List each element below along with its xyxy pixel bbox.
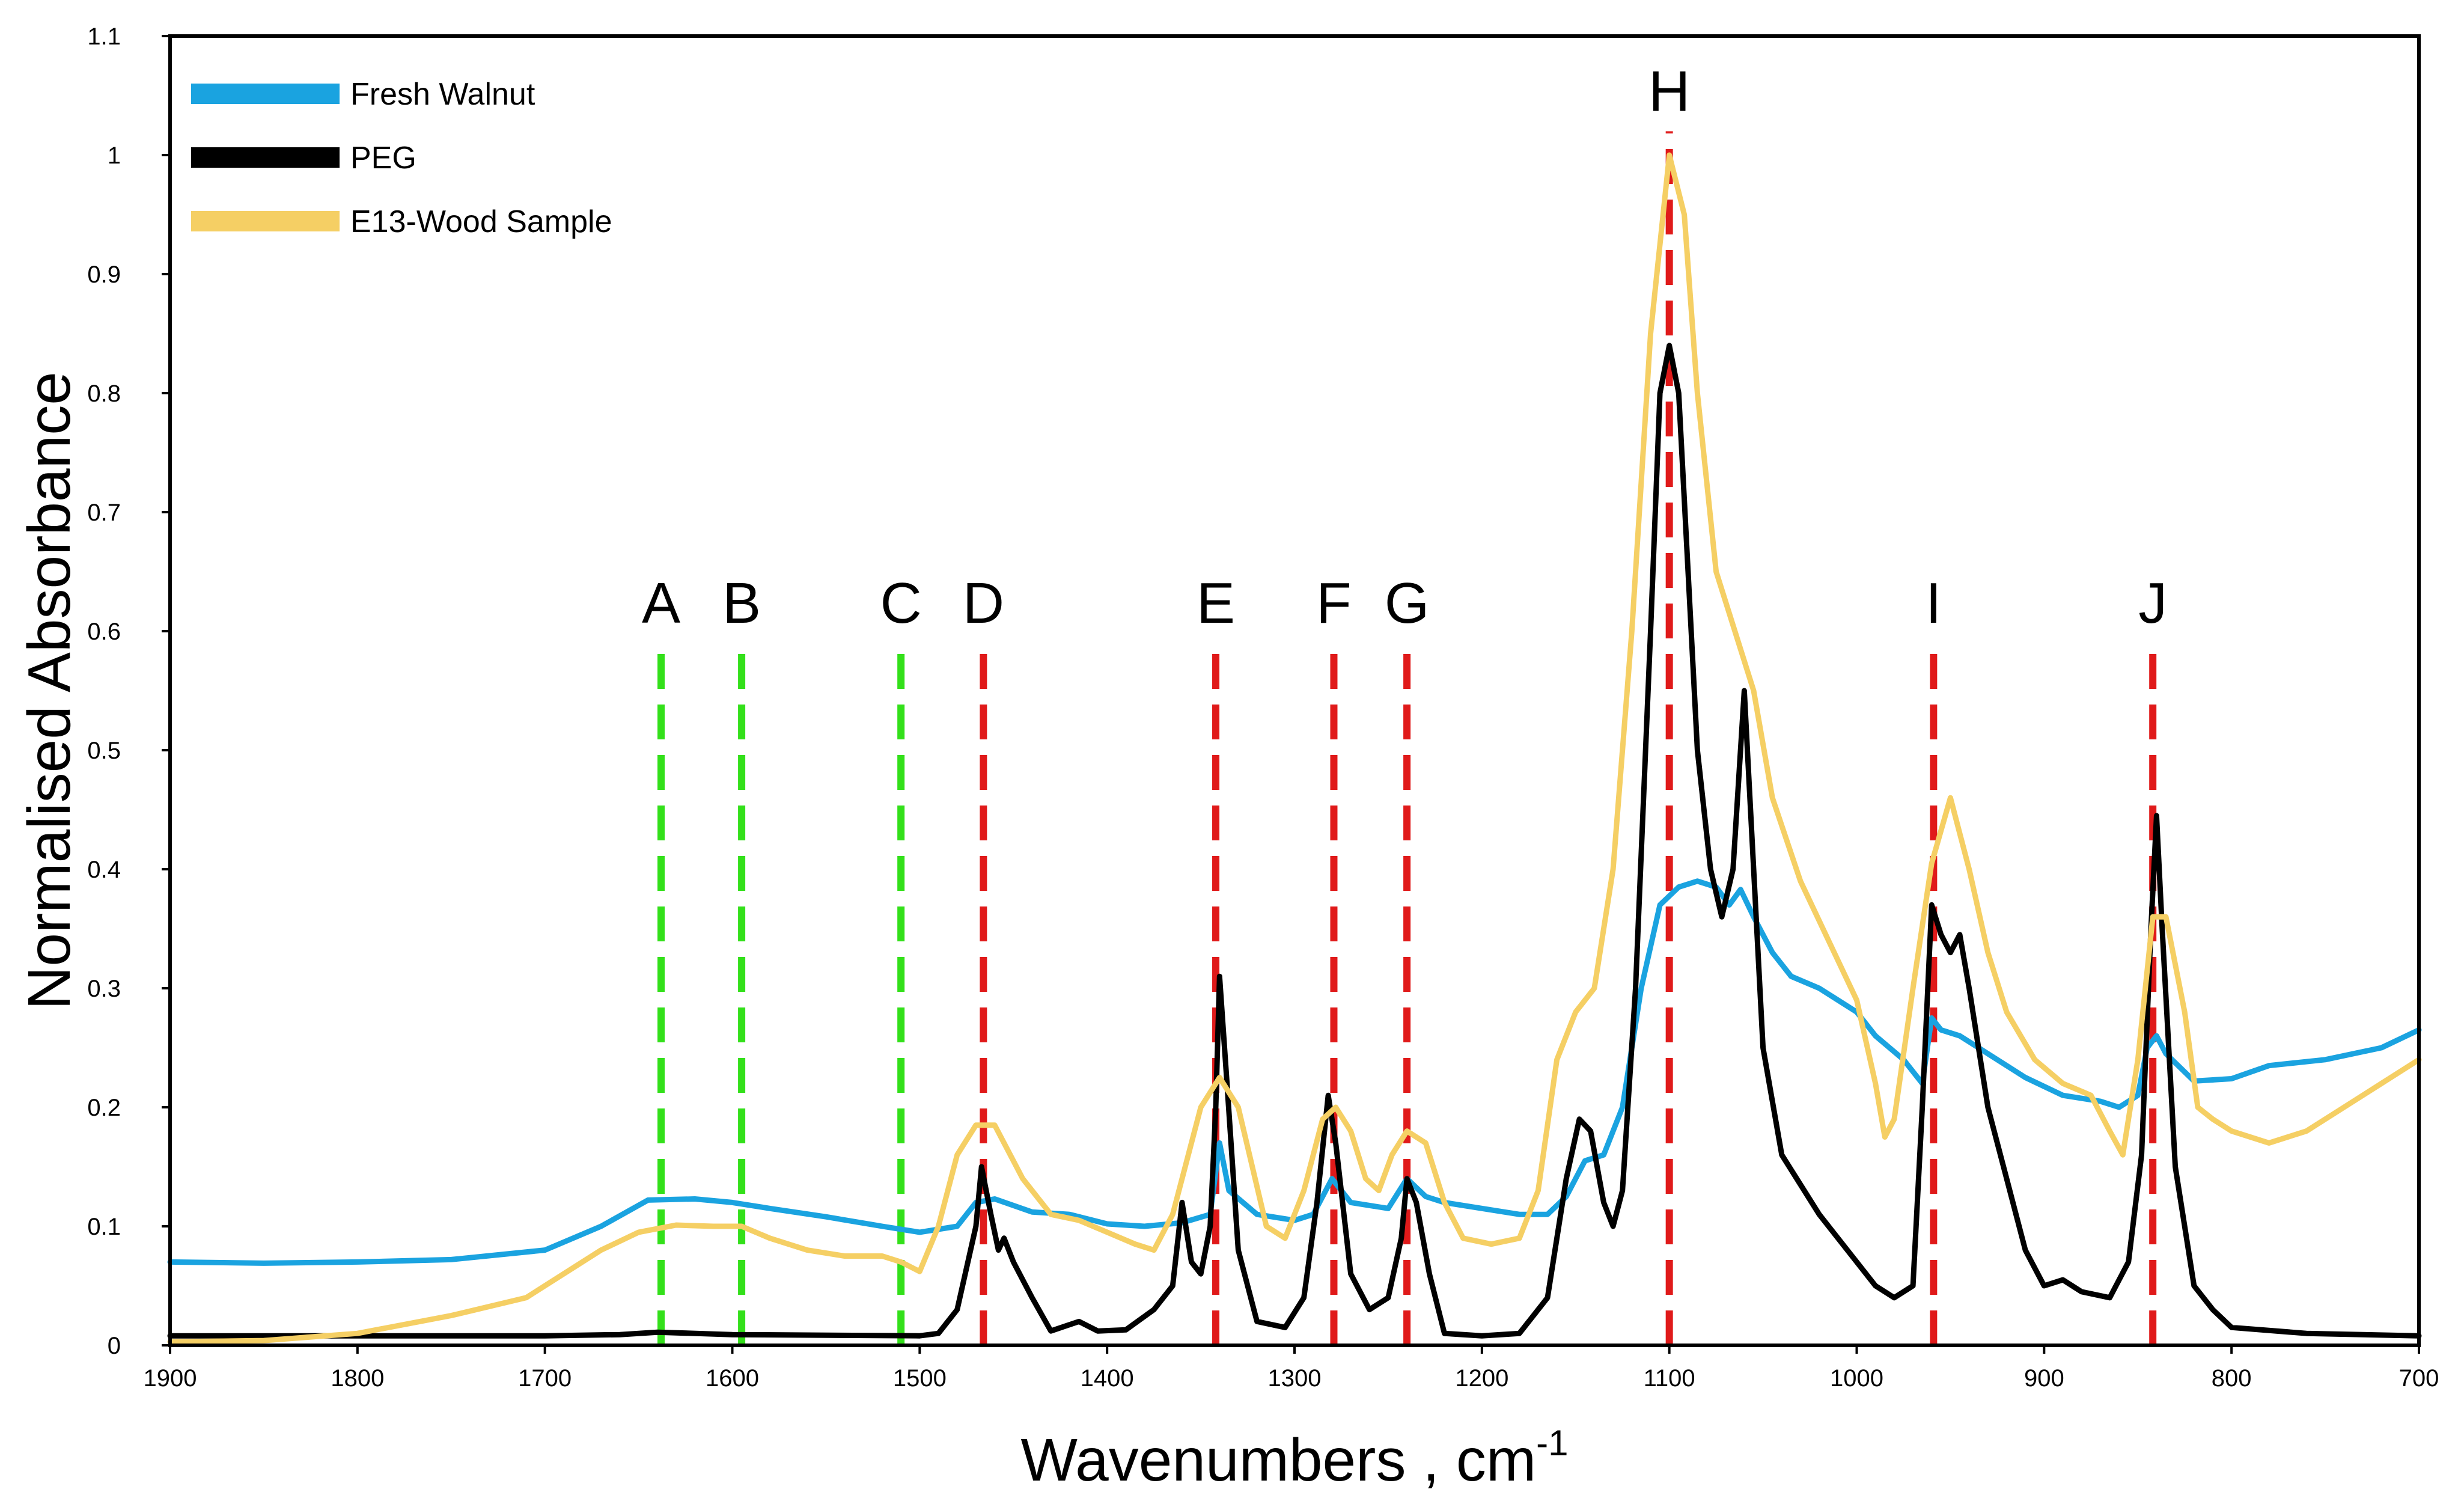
x-tick-label: 800 (2212, 1365, 2252, 1392)
y-tick-label: 0.6 (87, 619, 121, 645)
x-tick-label: 1300 (1268, 1365, 1322, 1392)
peak-label-e: E (1197, 571, 1235, 635)
y-tick-label: 1.1 (87, 23, 121, 50)
legend-label-peg: PEG (350, 141, 416, 176)
peak-label-b: B (722, 571, 761, 635)
peak-label-g: G (1385, 571, 1430, 635)
y-tick-label: 0.9 (87, 261, 121, 288)
legend: Fresh Walnut PEG E13-Wood Sample (191, 77, 612, 239)
x-tick-label: 1700 (518, 1365, 572, 1392)
peak-label-h: H (1648, 59, 1690, 123)
x-tick-label: 1400 (1081, 1365, 1134, 1392)
y-tick-label: 0.1 (87, 1214, 121, 1240)
y-tick-label: 0.7 (87, 500, 121, 526)
x-axis-title: Wavenumbers , cm-1 (1021, 1423, 1569, 1494)
ticks-layer: 1900 1800 1700 1600 1500 1400 1300 1200 1100 1000… (87, 23, 2439, 1392)
peak-label-i: I (1926, 571, 1942, 635)
x-tick-label: 1000 (1830, 1365, 1883, 1392)
x-axis-title-text: Wavenumbers , cm (1021, 1426, 1537, 1494)
x-tick-label: 1200 (1455, 1365, 1508, 1392)
x-tick-label: 1900 (144, 1365, 197, 1392)
y-tick-label: 0 (108, 1333, 121, 1359)
series-layer (167, 152, 2422, 1345)
peak-label-a: A (642, 571, 680, 635)
legend-label-fresh-walnut: Fresh Walnut (350, 77, 535, 112)
peak-label-j: J (2138, 571, 2167, 635)
y-tick-label: 0.5 (87, 738, 121, 764)
peak-label-d: D (963, 571, 1004, 635)
legend-label-e13-wood-sample: E13-Wood Sample (350, 204, 612, 239)
peak-label-c: C (880, 571, 921, 635)
x-tick-label: 1100 (1644, 1365, 1695, 1392)
reference-lines-layer (657, 131, 2157, 1345)
peak-labels-layer: A B C D E F G H I J (642, 59, 2167, 635)
peak-label-f: F (1316, 571, 1352, 635)
y-tick-label: 1 (108, 142, 121, 169)
x-tick-label: 1600 (706, 1365, 759, 1392)
series-line-peg (167, 343, 2422, 1339)
series-line-fresh-walnut (167, 878, 2422, 1266)
y-tick-label: 0.3 (87, 976, 121, 1002)
x-tick-label: 700 (2399, 1365, 2439, 1392)
y-tick-label: 0.2 (87, 1095, 121, 1121)
x-tick-label: 1500 (893, 1365, 947, 1392)
y-tick-label: 0.4 (87, 857, 121, 883)
x-tick-label: 900 (2024, 1365, 2064, 1392)
x-tick-label: 1800 (331, 1365, 384, 1392)
y-axis-title: Normalised Absorbance (16, 371, 83, 1010)
x-axis-title-superscript: -1 (1536, 1423, 1568, 1463)
series-line-e13-wood-sample (167, 152, 2422, 1345)
y-tick-label: 0.8 (87, 381, 121, 407)
